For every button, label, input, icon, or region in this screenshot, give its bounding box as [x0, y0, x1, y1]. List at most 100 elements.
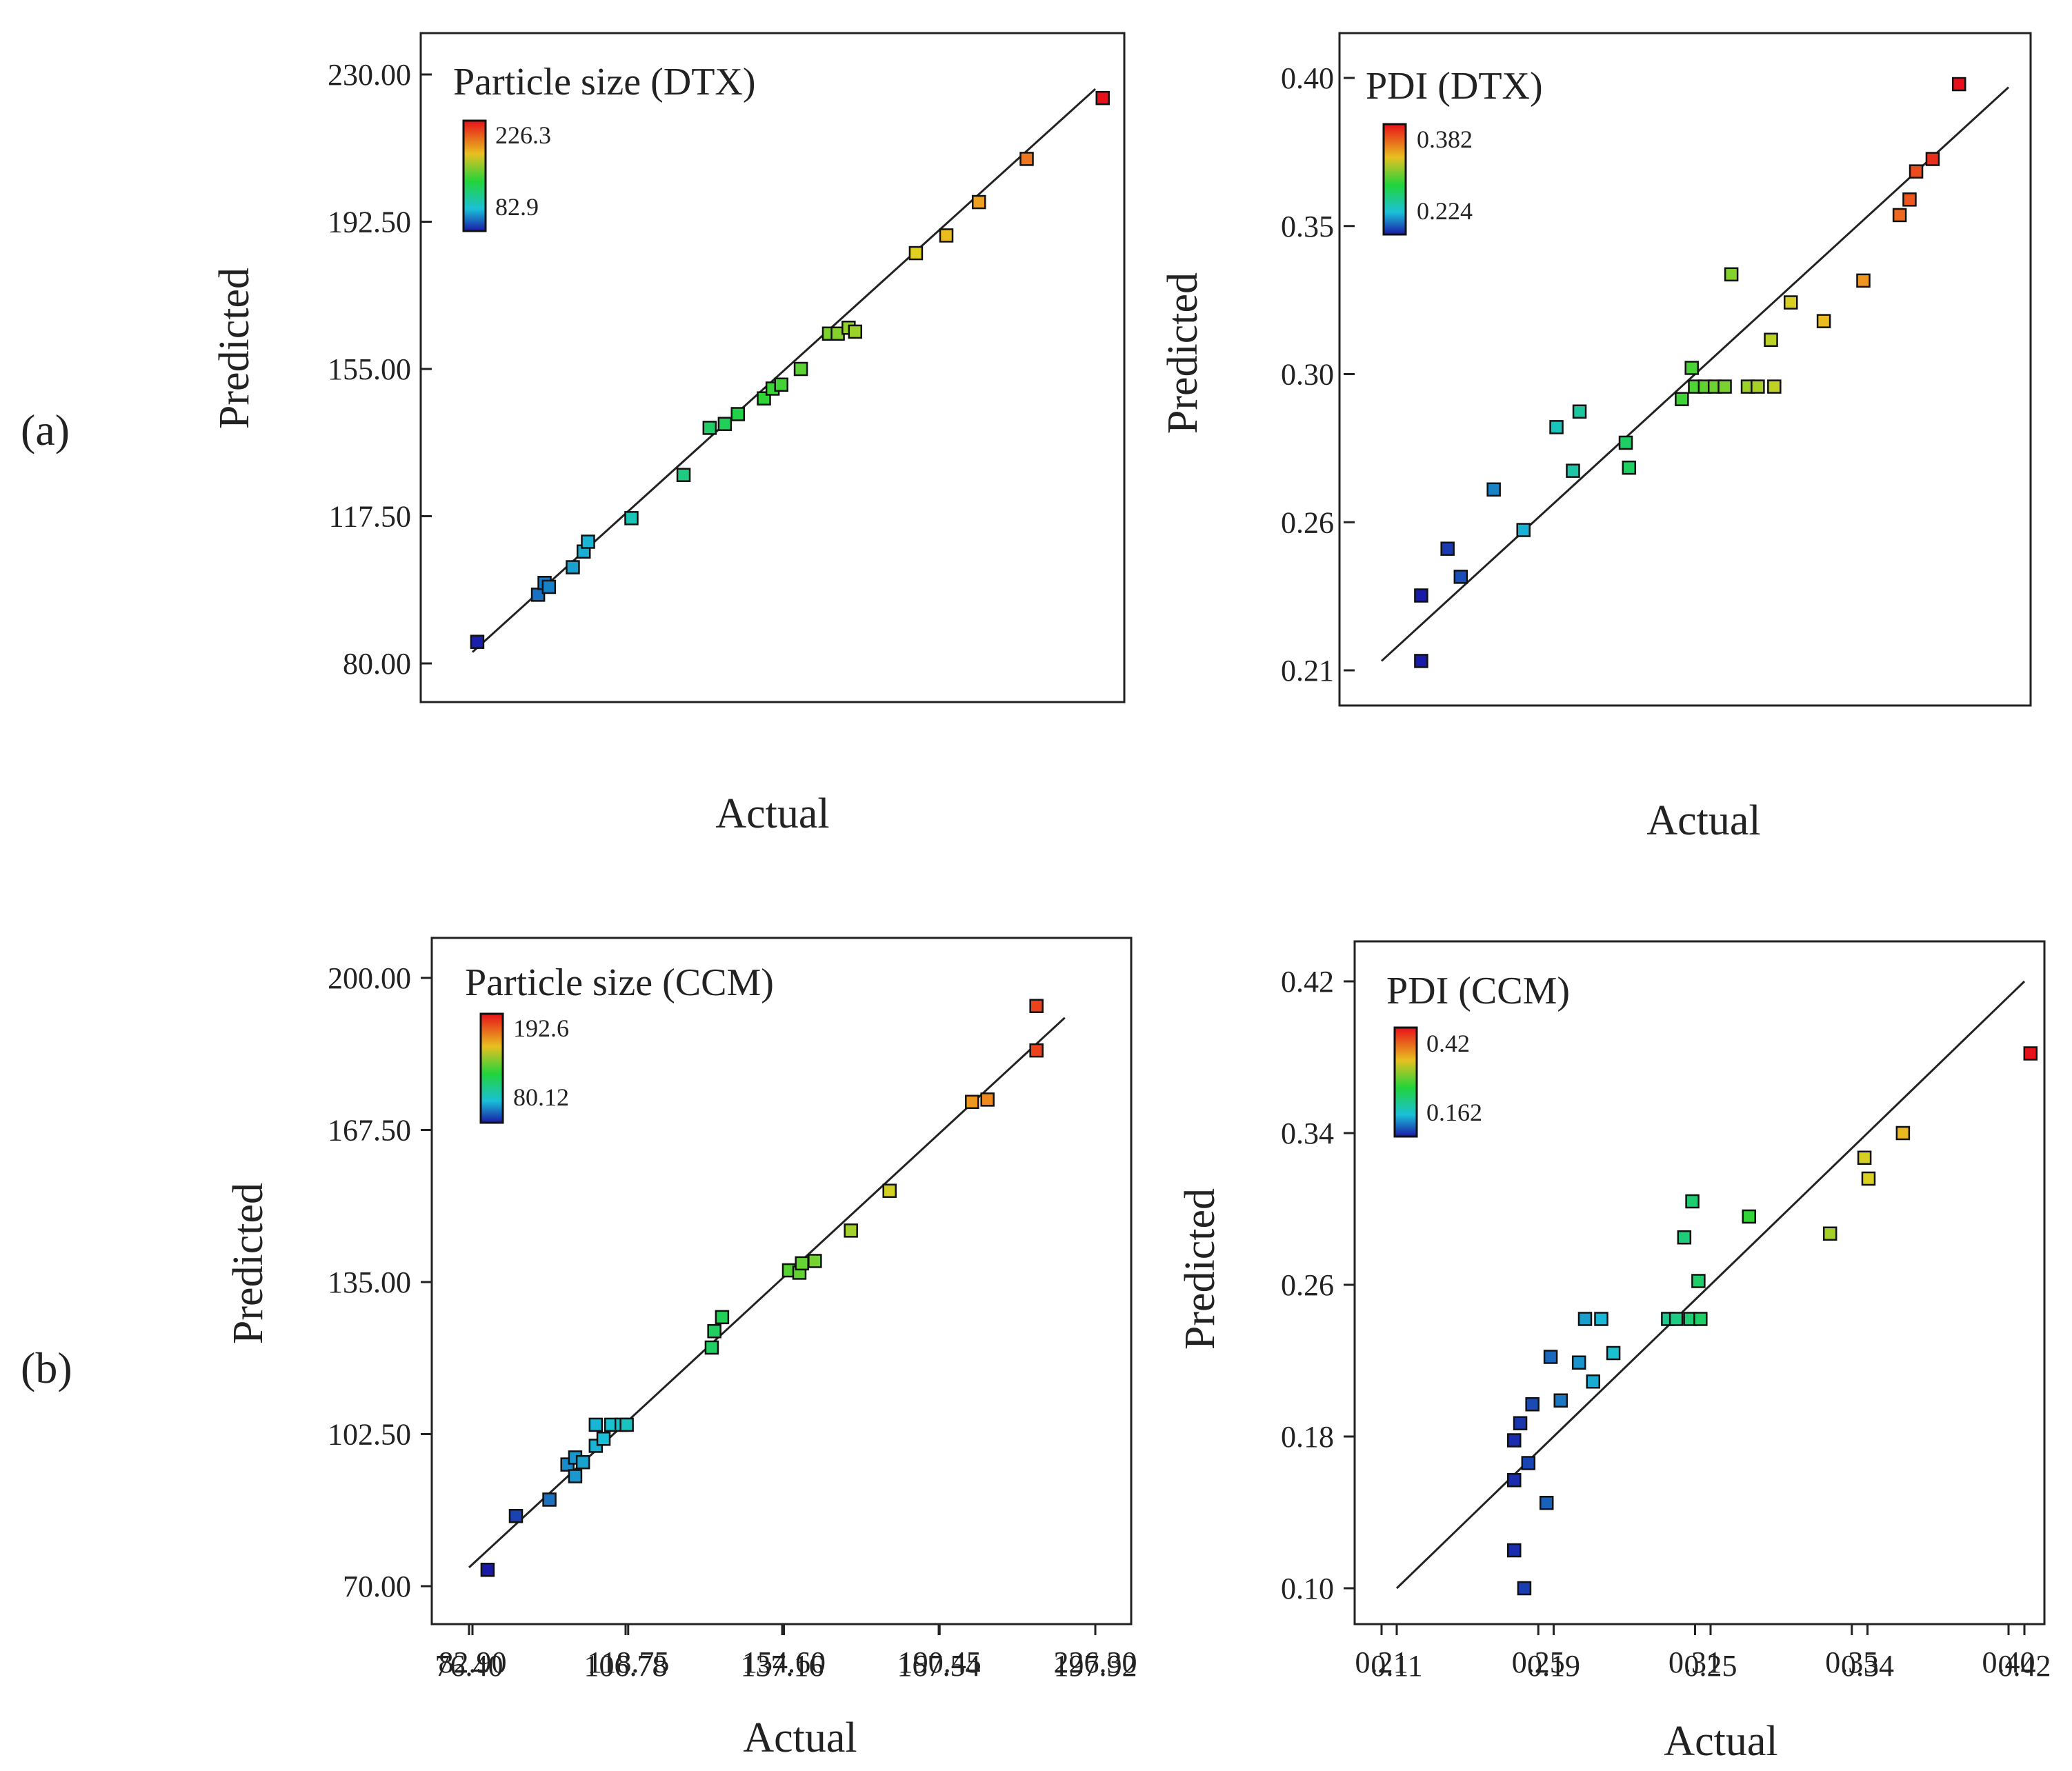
x-axis-title: Actual [715, 790, 829, 837]
data-point [1861, 1171, 1876, 1186]
data-point [1543, 1350, 1558, 1364]
data-point [575, 1454, 590, 1470]
chart-title: Particle size (DTX) [453, 61, 755, 103]
data-point [1572, 404, 1587, 419]
data-point [908, 246, 924, 261]
data-point [480, 1563, 495, 1577]
data-point [2023, 1046, 2038, 1061]
data-point [1414, 588, 1428, 603]
data-point [1751, 379, 1765, 394]
y-axis-title: Predicted [211, 268, 258, 429]
legend-min-label: 0.224 [1417, 197, 1473, 225]
data-point [1856, 273, 1871, 288]
chart-title: PDI (DTX) [1366, 65, 1543, 108]
data-point [542, 1492, 557, 1507]
data-point [704, 1340, 719, 1355]
data-point [1486, 482, 1501, 497]
data-point [508, 1508, 524, 1523]
data-point [1691, 1274, 1706, 1288]
data-point [1951, 77, 1966, 92]
y-tick-label: 0.40 [1281, 61, 1334, 95]
y-axis-title: Predicted [1177, 1188, 1224, 1350]
x-tick-label: 106.78 [584, 1649, 668, 1683]
data-point [1902, 192, 1917, 207]
data-point [1742, 1209, 1757, 1224]
data-point [1693, 1312, 1708, 1326]
x-tick-label: 0.42 [1998, 1649, 2051, 1683]
data-point [541, 579, 557, 594]
data-point [1717, 379, 1732, 394]
data-point [1594, 1312, 1608, 1326]
y-tick-label: 0.21 [1281, 654, 1334, 688]
x-tick-label: 0.40 [1982, 1645, 2035, 1679]
data-point [1892, 208, 1907, 223]
y-axis-title: Predicted [225, 1183, 272, 1344]
data-point [1668, 1312, 1684, 1326]
data-point [1685, 1194, 1700, 1209]
x-tick-label: 0.35 [1825, 1645, 1878, 1679]
y-tick-label: 0.18 [1281, 1420, 1334, 1454]
data-point [715, 1310, 730, 1325]
legend-max-label: 0.42 [1426, 1030, 1470, 1057]
data-point [624, 511, 639, 526]
legend-colorbar [462, 119, 487, 232]
data-point [882, 1183, 897, 1198]
y-tick-label: 0.10 [1281, 1572, 1334, 1605]
x-tick-label: 0.25 [1512, 1645, 1565, 1679]
y-tick-label: 0.34 [1281, 1117, 1334, 1150]
data-point [844, 1223, 858, 1238]
x-tick-label: 0.21 [1355, 1645, 1408, 1679]
data-point [1677, 1230, 1692, 1245]
data-point [1622, 460, 1637, 475]
data-point [1507, 1473, 1522, 1488]
y-tick-label: 167.50 [328, 1114, 411, 1148]
data-point [1857, 1150, 1872, 1165]
data-point [1586, 1374, 1600, 1389]
y-tick-label: 155.00 [328, 352, 411, 386]
data-point [1029, 1043, 1044, 1058]
legend-min-label: 82.9 [495, 193, 539, 221]
data-point [1521, 1456, 1536, 1470]
data-point [808, 1254, 822, 1268]
legend-max-label: 226.3 [495, 121, 551, 149]
legend-max-label: 0.382 [1417, 126, 1473, 153]
x-axis-title: Actual [1646, 797, 1760, 844]
data-point [1571, 1355, 1586, 1370]
panel-label-a: (a) [21, 406, 70, 454]
x-tick-label: 0.34 [1841, 1649, 1894, 1683]
y-tick-label: 230.00 [328, 58, 411, 92]
x-tick-label: 76.40 [435, 1649, 504, 1683]
y-tick-label: 0.30 [1281, 358, 1334, 392]
chart-title: PDI (CCM) [1386, 970, 1570, 1012]
plot-frame [430, 937, 1133, 1625]
y-tick-label: 0.42 [1281, 965, 1334, 999]
data-point [596, 1432, 611, 1446]
legend-colorbar [1382, 123, 1407, 236]
data-point [1019, 152, 1034, 166]
legend-colorbar [479, 1012, 504, 1124]
chart-title: Particle size (CCM) [465, 961, 774, 1004]
data-point [980, 1092, 995, 1107]
data-point [1767, 379, 1782, 394]
data-point [581, 534, 595, 549]
data-point [1453, 570, 1468, 584]
data-point [1539, 1496, 1554, 1510]
fit-line [471, 88, 1097, 653]
data-point [1414, 654, 1428, 668]
x-tick-label: 167.54 [897, 1649, 981, 1683]
data-point [1925, 152, 1940, 166]
data-point [1517, 1581, 1532, 1596]
data-point [1606, 1345, 1621, 1361]
data-point [1618, 435, 1633, 450]
data-point [1507, 1543, 1522, 1558]
data-point [1577, 1312, 1593, 1326]
y-tick-label: 70.00 [343, 1570, 411, 1603]
chart-pdi-dtx: PDI (DTX) 0.382 0.224 Actual Predicted [1159, 32, 2032, 844]
data-point [971, 194, 986, 210]
x-axis-title: Actual [1664, 1718, 1777, 1765]
data-point [1525, 1397, 1540, 1412]
x-tick-label: 82.90 [439, 1645, 507, 1679]
data-point [1507, 1433, 1522, 1448]
data-point [1724, 267, 1739, 282]
y-axis-title: Predicted [1159, 272, 1206, 434]
